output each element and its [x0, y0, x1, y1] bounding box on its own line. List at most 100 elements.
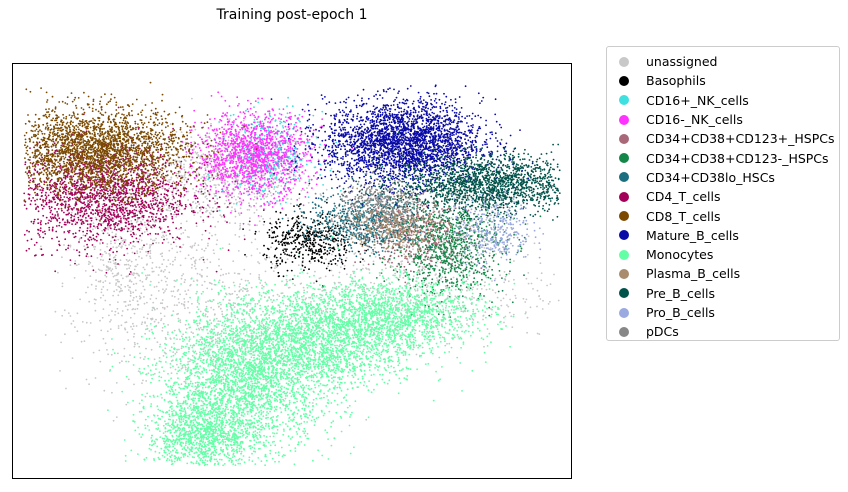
data-point [259, 170, 261, 173]
data-point [344, 259, 347, 262]
data-point [277, 241, 280, 243]
data-point [304, 132, 307, 135]
data-point [466, 278, 469, 280]
data-point [258, 262, 261, 265]
data-point [232, 152, 235, 155]
data-point [153, 337, 156, 340]
data-point [223, 133, 226, 135]
data-point [254, 230, 257, 233]
data-point [74, 326, 76, 328]
data-point [125, 263, 128, 266]
data-point [221, 131, 224, 133]
data-point [223, 157, 225, 160]
data-point [73, 248, 75, 251]
data-point [282, 249, 284, 252]
data-point [161, 255, 164, 258]
data-point [182, 195, 185, 198]
data-point [277, 218, 280, 221]
data-point [412, 275, 415, 278]
data-point [265, 156, 267, 158]
data-point [469, 225, 471, 228]
data-point [309, 314, 312, 317]
data-point [239, 111, 242, 113]
data-point [277, 271, 280, 274]
data-point [346, 288, 349, 290]
data-point [318, 250, 321, 253]
data-point [231, 292, 234, 295]
data-point [120, 241, 122, 244]
data-point [212, 308, 215, 311]
data-point [208, 159, 211, 162]
data-point [234, 176, 237, 179]
data-point [190, 141, 193, 144]
data-point [250, 132, 253, 135]
data-point [121, 239, 124, 242]
data-point [229, 143, 232, 145]
data-point [94, 377, 97, 379]
data-point [176, 313, 178, 316]
data-point [280, 146, 283, 149]
data-point [160, 279, 163, 282]
data-point [221, 310, 224, 313]
data-point [129, 292, 132, 295]
data-point [188, 236, 190, 239]
data-point [262, 171, 264, 173]
data-point [126, 252, 129, 255]
data-point [147, 173, 149, 175]
data-point [289, 202, 292, 205]
data-point [430, 260, 433, 263]
data-point [182, 243, 185, 246]
data-point [208, 153, 211, 156]
data-point [392, 274, 395, 277]
data-point [138, 345, 141, 348]
data-point [231, 137, 233, 140]
data-point [152, 301, 155, 304]
data-point [391, 304, 394, 307]
data-point [120, 287, 122, 290]
data-point [107, 353, 109, 356]
data-point [507, 280, 510, 283]
data-point [94, 216, 97, 219]
data-point [201, 248, 203, 251]
data-point [526, 316, 529, 319]
data-point [225, 332, 227, 335]
data-point [504, 275, 507, 278]
data-point [330, 260, 332, 263]
data-point [194, 262, 197, 265]
data-point [242, 152, 245, 155]
data-point [115, 282, 118, 285]
data-point [230, 211, 232, 214]
data-point [129, 294, 132, 297]
data-point [210, 209, 213, 212]
data-point [165, 265, 168, 268]
data-point [180, 383, 183, 386]
data-point [88, 300, 91, 303]
data-point [162, 355, 165, 357]
data-point [128, 243, 130, 246]
data-point [347, 241, 349, 244]
data-point [317, 259, 320, 262]
data-point [327, 262, 330, 265]
data-point [203, 161, 206, 164]
data-point [91, 265, 94, 268]
data-point [527, 282, 530, 285]
data-point [198, 328, 201, 331]
data-point [217, 220, 220, 223]
data-point [236, 137, 239, 140]
data-point [219, 143, 222, 146]
data-point [343, 245, 346, 248]
data-point [153, 358, 156, 361]
data-point [239, 151, 242, 154]
data-point [483, 240, 486, 243]
data-point [245, 124, 247, 127]
data-point [288, 163, 291, 165]
data-point [323, 262, 326, 265]
data-point [247, 110, 250, 113]
data-point [418, 271, 420, 274]
data-point [278, 108, 281, 111]
data-point [132, 325, 135, 327]
data-point [249, 321, 252, 324]
data-point [411, 200, 414, 203]
data-point [242, 111, 245, 114]
data-point [244, 253, 246, 256]
